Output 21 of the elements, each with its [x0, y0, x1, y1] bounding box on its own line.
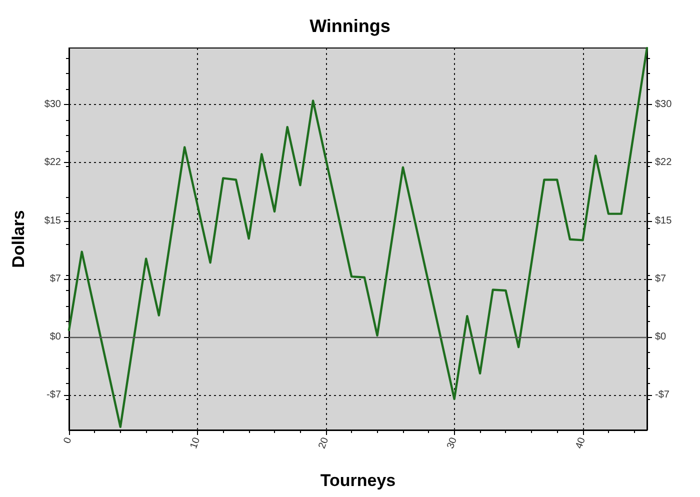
x-tick-label: 20 — [316, 436, 332, 450]
y2-tick-label: -$7 — [655, 390, 670, 401]
chart-title: Winnings — [310, 16, 390, 36]
x-tick-label: 10 — [188, 436, 203, 450]
x-axis-title: Tourneys — [320, 471, 396, 490]
y-tick-label: $0 — [50, 332, 62, 343]
y-tick-label: $7 — [50, 273, 62, 284]
y-tick-label: $22 — [44, 157, 62, 168]
y2-tick-label: $22 — [655, 157, 672, 168]
y2-tick-label: $0 — [655, 332, 667, 343]
y-tick-label: $15 — [44, 215, 62, 226]
line-series — [68, 46, 648, 428]
y2-tick-label: $30 — [655, 99, 672, 110]
x-tick-label: 40 — [574, 436, 588, 450]
y2-tick-label: $15 — [655, 215, 672, 226]
y2-tick-label: $7 — [655, 273, 667, 284]
x-tick-label: 30 — [445, 436, 460, 450]
x-tick-label: 0 — [62, 436, 74, 446]
y-tick-label: $30 — [44, 99, 62, 110]
y-axis-title: Dollars — [9, 210, 28, 268]
y-tick-label: -$7 — [46, 390, 62, 401]
